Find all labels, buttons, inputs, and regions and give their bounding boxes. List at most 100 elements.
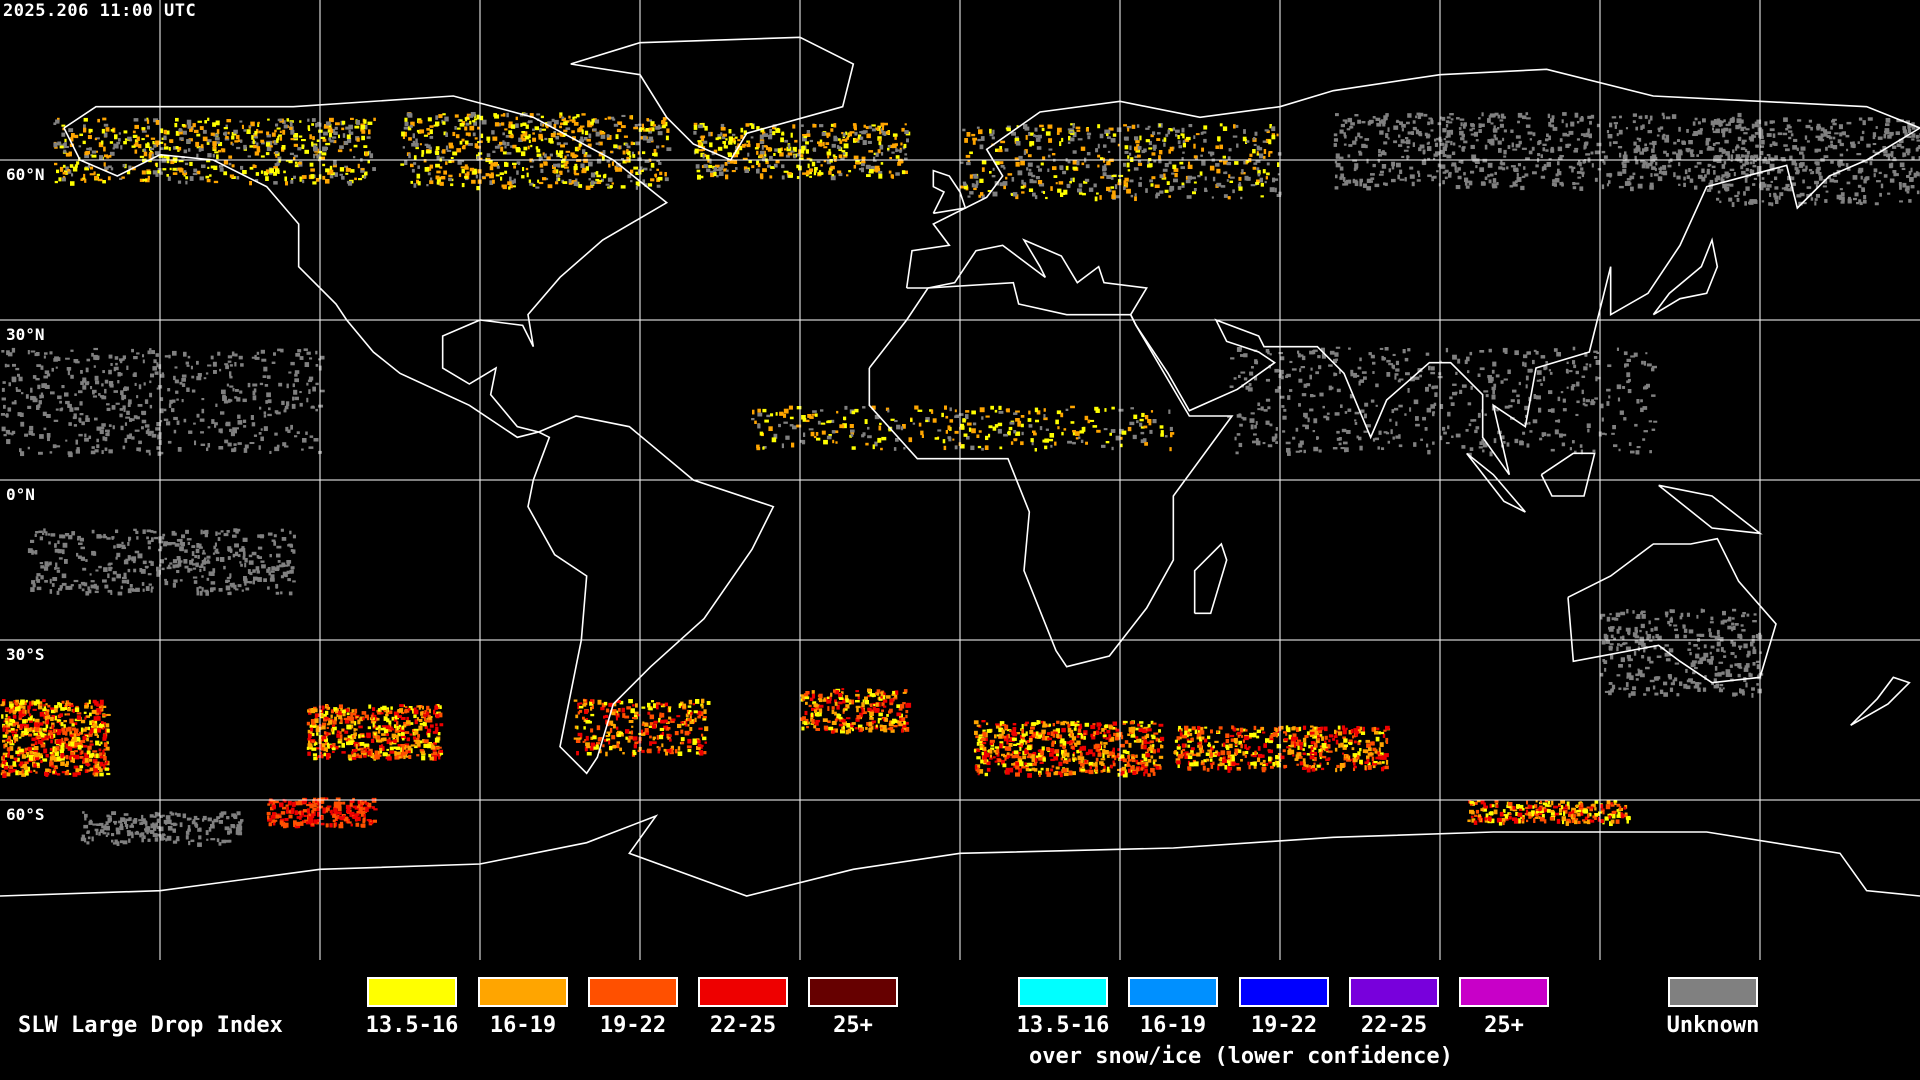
cloud-pixel <box>132 130 136 134</box>
cloud-pixel <box>490 162 496 167</box>
cloud-pixel <box>1426 142 1430 145</box>
cloud-pixel <box>880 162 884 165</box>
cloud-pixel <box>1651 166 1656 170</box>
cloud-pixel <box>56 169 60 174</box>
cloud-pixel <box>182 171 188 176</box>
cloud-pixel <box>708 131 711 137</box>
cloud-pixel <box>1860 136 1864 141</box>
cloud-pixel <box>1435 151 1440 156</box>
cloud-pixel <box>1415 423 1420 427</box>
cloud-pixel <box>1618 129 1623 135</box>
cloud-pixel <box>1616 646 1619 652</box>
cloud-pixel <box>297 349 302 353</box>
cloud-pixel <box>1740 147 1746 151</box>
cloud-pixel <box>224 439 229 444</box>
cloud-pixel <box>1416 112 1421 116</box>
cloud-pixel <box>107 589 113 593</box>
cloud-pixel <box>1106 133 1109 137</box>
cloud-pixel <box>904 170 908 175</box>
cloud-pixel <box>1576 138 1581 141</box>
cloud-pixel <box>1140 426 1145 429</box>
cloud-pixel <box>1352 140 1357 145</box>
cloud-pixel <box>1097 164 1100 168</box>
cloud-pixel <box>228 398 231 403</box>
cloud-pixel <box>637 151 641 155</box>
cloud-pixel <box>1490 138 1495 142</box>
cloud-pixel <box>343 140 349 145</box>
cloud-pixel <box>1557 157 1563 161</box>
cloud-pixel <box>602 174 607 179</box>
cloud-pixel <box>276 444 280 448</box>
cloud-pixel <box>1461 133 1465 138</box>
cloud-pixel <box>617 121 623 125</box>
cloud-pixel <box>775 159 780 164</box>
cloud-pixel <box>1550 148 1555 153</box>
cloud-pixel <box>645 128 650 132</box>
cloud-pixel <box>1589 120 1592 125</box>
cloud-pixel <box>1561 442 1566 447</box>
cloud-pixel <box>1412 142 1416 147</box>
cloud-pixel <box>93 171 96 175</box>
cloud-pixel <box>1382 152 1387 156</box>
cloud-pixel <box>1382 120 1386 125</box>
cloud-pixel <box>1070 137 1075 142</box>
cloud-pixel <box>267 567 271 571</box>
cloud-pixel <box>105 127 110 132</box>
cloud-pixel <box>1640 159 1645 163</box>
cloud-pixel <box>1719 122 1722 127</box>
cloud-pixel <box>1027 172 1033 176</box>
cloud-pixel <box>1455 185 1461 190</box>
cloud-pixel <box>832 439 835 444</box>
cloud-pixel <box>1391 161 1396 167</box>
cloud-pixel <box>587 143 592 147</box>
cloud-pixel <box>238 355 243 360</box>
cloud-pixel <box>1663 150 1667 154</box>
cloud-pixel <box>287 561 290 567</box>
cloud-pixel <box>1254 131 1258 136</box>
cloud-pixel <box>1229 180 1234 184</box>
cloud-pixel <box>1600 432 1606 435</box>
cloud-pixel <box>65 153 70 156</box>
cloud-pixel <box>1285 375 1289 379</box>
cloud-pixel <box>1632 120 1636 124</box>
cloud-pixel <box>186 139 191 144</box>
cloud-pixel <box>1078 436 1081 439</box>
cloud-pixel <box>30 395 35 401</box>
cloud-pixel <box>1768 202 1772 206</box>
cloud-pixel <box>1548 121 1552 127</box>
cloud-pixel <box>149 380 152 384</box>
cloud-pixel <box>527 145 530 150</box>
cloud-pixel <box>1291 368 1297 371</box>
cloud-pixel <box>229 364 233 367</box>
cloud-pixel <box>885 407 890 411</box>
cloud-pixel <box>307 118 310 122</box>
cloud-pixel <box>1522 115 1527 120</box>
cloud-pixel <box>91 352 94 357</box>
cloud-pixel <box>861 156 866 161</box>
cloud-pixel <box>1083 180 1088 184</box>
cloud-pixel <box>47 533 51 536</box>
cloud-pixel <box>1839 132 1843 137</box>
cloud-pixel <box>1413 442 1417 447</box>
cloud-pixel <box>1072 177 1075 183</box>
cloud-pixel <box>1590 151 1594 155</box>
cloud-pixel <box>1339 176 1343 180</box>
cloud-pixel <box>191 375 195 379</box>
cloud-pixel <box>1398 404 1403 408</box>
cloud-pixel <box>1256 145 1260 151</box>
cloud-pixel <box>1440 164 1446 169</box>
cloud-pixel <box>1802 154 1805 160</box>
cloud-pixel <box>513 165 517 169</box>
cloud-pixel <box>90 386 93 390</box>
cloud-pixel <box>942 439 946 444</box>
cloud-pixel <box>91 154 97 158</box>
cloud-pixel <box>1070 421 1075 424</box>
cloud-pixel <box>83 124 86 130</box>
cloud-pixel <box>64 392 69 397</box>
cloud-pixel <box>32 583 36 588</box>
cloud-pixel <box>1081 162 1085 166</box>
cloud-pixel <box>176 146 182 151</box>
cloud-pixel <box>1238 442 1243 448</box>
cloud-pixel <box>1883 153 1888 157</box>
cloud-pixel <box>727 159 731 162</box>
